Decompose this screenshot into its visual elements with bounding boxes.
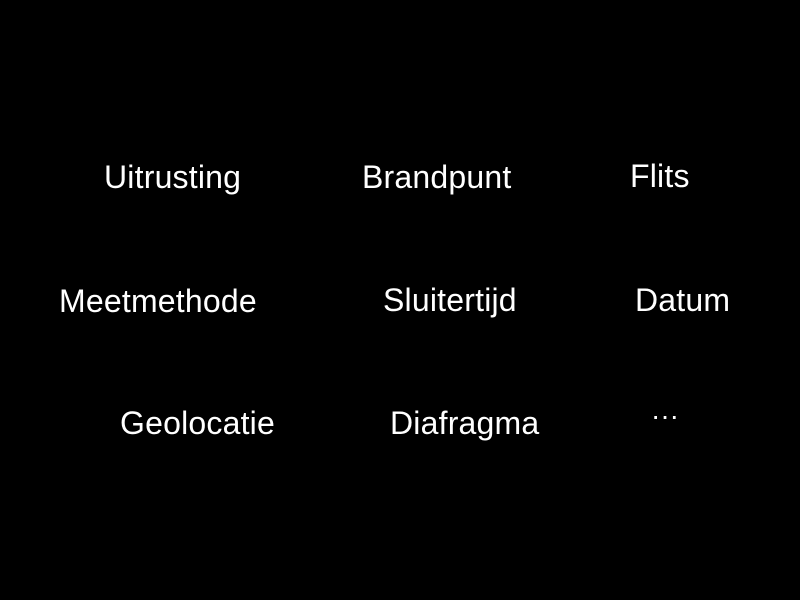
item-geolocatie: Geolocatie <box>120 405 275 441</box>
item-datum: Datum <box>635 282 731 318</box>
item-uitrusting: Uitrusting <box>104 159 242 195</box>
item-brandpunt: Brandpunt <box>362 159 512 195</box>
item-diafragma: Diafragma <box>390 405 540 441</box>
item-meetmethode: Meetmethode <box>59 283 257 319</box>
item-flits: Flits <box>630 158 690 194</box>
item-sluitertijd: Sluitertijd <box>383 282 517 318</box>
more-ellipsis: ··· <box>651 400 679 431</box>
